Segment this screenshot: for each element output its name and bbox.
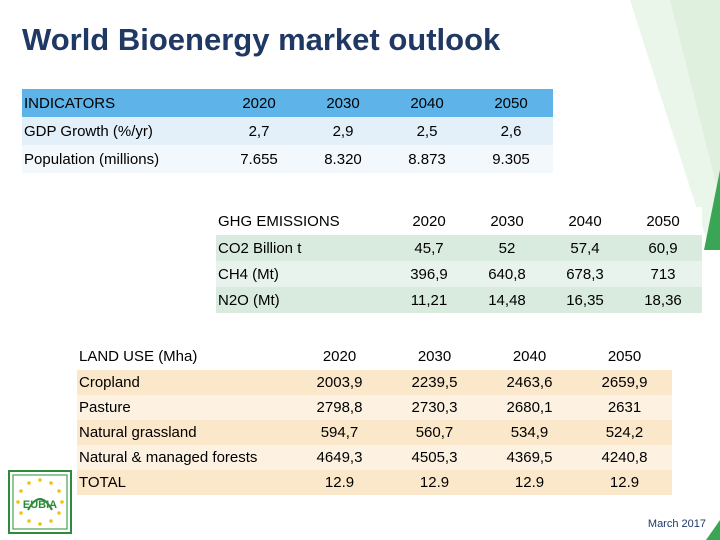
cell-value: 4240,8 xyxy=(577,445,672,470)
cell-value: 594,7 xyxy=(292,420,387,445)
ghg-header-row: GHG EMISSIONS 2020 2030 2040 2050 xyxy=(216,207,702,235)
indicators-header-label: INDICATORS xyxy=(22,89,217,117)
cell-value: 9.305 xyxy=(469,145,553,173)
cell-value: 16,35 xyxy=(546,287,624,313)
cell-value: 534,9 xyxy=(482,420,577,445)
cell-value: 2631 xyxy=(577,395,672,420)
footer-date: March 2017 xyxy=(647,518,706,530)
table-row: Population (millions) 7.655 8.320 8.873 … xyxy=(22,145,553,173)
cell-value: 12.9 xyxy=(387,470,482,495)
cell-value: 2680,1 xyxy=(482,395,577,420)
cell-value: 640,8 xyxy=(468,261,546,287)
row-label: Cropland xyxy=(77,370,292,395)
indicators-table: INDICATORS 2020 2030 2040 2050 GDP Growt… xyxy=(22,89,553,173)
row-label: GDP Growth (%/yr) xyxy=(22,117,217,145)
cell-value: 18,36 xyxy=(624,287,702,313)
cell-value: 2463,6 xyxy=(482,370,577,395)
row-label: TOTAL xyxy=(77,470,292,495)
land-header-year: 2040 xyxy=(482,342,577,370)
cell-value: 4649,3 xyxy=(292,445,387,470)
row-label: CO2 Billion t xyxy=(216,235,390,261)
cell-value: 12.9 xyxy=(577,470,672,495)
row-label: Natural grassland xyxy=(77,420,292,445)
indicators-header-row: INDICATORS 2020 2030 2040 2050 xyxy=(22,89,553,117)
cell-value: 560,7 xyxy=(387,420,482,445)
indicators-header-year: 2030 xyxy=(301,89,385,117)
table-row: GDP Growth (%/yr) 2,7 2,9 2,5 2,6 xyxy=(22,117,553,145)
cell-value: 396,9 xyxy=(390,261,468,287)
cell-value: 2730,3 xyxy=(387,395,482,420)
ghg-header-year: 2030 xyxy=(468,207,546,235)
table-row: Natural grassland 594,7 560,7 534,9 524,… xyxy=(77,420,672,445)
row-label: Natural & managed forests xyxy=(77,445,292,470)
cell-value: 678,3 xyxy=(546,261,624,287)
cell-value: 524,2 xyxy=(577,420,672,445)
cell-value: 45,7 xyxy=(390,235,468,261)
row-label: N2O (Mt) xyxy=(216,287,390,313)
cell-value: 12.9 xyxy=(292,470,387,495)
land-header-row: LAND USE (Mha) 2020 2030 2040 2050 xyxy=(77,342,672,370)
ghg-header-year: 2020 xyxy=(390,207,468,235)
table-row: TOTAL 12.9 12.9 12.9 12.9 xyxy=(77,470,672,495)
cell-value: 2,5 xyxy=(385,117,469,145)
cell-value: 4505,3 xyxy=(387,445,482,470)
cell-value: 11,21 xyxy=(390,287,468,313)
cell-value: 2,7 xyxy=(217,117,301,145)
land-header-year: 2030 xyxy=(387,342,482,370)
cell-value: 52 xyxy=(468,235,546,261)
cell-value: 57,4 xyxy=(546,235,624,261)
cell-value: 2,6 xyxy=(469,117,553,145)
indicators-header-year: 2040 xyxy=(385,89,469,117)
cell-value: 2798,8 xyxy=(292,395,387,420)
cell-value: 4369,5 xyxy=(482,445,577,470)
table-row: Natural & managed forests 4649,3 4505,3 … xyxy=(77,445,672,470)
row-label: Population (millions) xyxy=(22,145,217,173)
cell-value: 2003,9 xyxy=(292,370,387,395)
row-label: CH4 (Mt) xyxy=(216,261,390,287)
ghg-header-year: 2050 xyxy=(624,207,702,235)
cell-value: 14,48 xyxy=(468,287,546,313)
table-row: N2O (Mt) 11,21 14,48 16,35 18,36 xyxy=(216,287,702,313)
table-row: CH4 (Mt) 396,9 640,8 678,3 713 xyxy=(216,261,702,287)
table-row: Pasture 2798,8 2730,3 2680,1 2631 xyxy=(77,395,672,420)
land-header-year: 2050 xyxy=(577,342,672,370)
eubia-logo: EUBIA xyxy=(8,470,72,534)
cell-value: 7.655 xyxy=(217,145,301,173)
land-header-year: 2020 xyxy=(292,342,387,370)
corner-arrow-decoration xyxy=(706,520,720,540)
land-header-label: LAND USE (Mha) xyxy=(77,342,292,370)
logo-text: EUBIA xyxy=(23,499,57,511)
land-use-table: LAND USE (Mha) 2020 2030 2040 2050 Cropl… xyxy=(77,342,672,495)
cell-value: 713 xyxy=(624,261,702,287)
cell-value: 2659,9 xyxy=(577,370,672,395)
ghg-emissions-table: GHG EMISSIONS 2020 2030 2040 2050 CO2 Bi… xyxy=(216,207,702,313)
table-row: CO2 Billion t 45,7 52 57,4 60,9 xyxy=(216,235,702,261)
page-title: World Bioenergy market outlook xyxy=(22,22,501,57)
ghg-header-year: 2040 xyxy=(546,207,624,235)
cell-value: 8.873 xyxy=(385,145,469,173)
cell-value: 60,9 xyxy=(624,235,702,261)
indicators-header-year: 2020 xyxy=(217,89,301,117)
ghg-header-label: GHG EMISSIONS xyxy=(216,207,390,235)
row-label: Pasture xyxy=(77,395,292,420)
table-row: Cropland 2003,9 2239,5 2463,6 2659,9 xyxy=(77,370,672,395)
indicators-header-year: 2050 xyxy=(469,89,553,117)
corner-decoration xyxy=(630,0,720,250)
cell-value: 2,9 xyxy=(301,117,385,145)
cell-value: 12.9 xyxy=(482,470,577,495)
cell-value: 2239,5 xyxy=(387,370,482,395)
cell-value: 8.320 xyxy=(301,145,385,173)
